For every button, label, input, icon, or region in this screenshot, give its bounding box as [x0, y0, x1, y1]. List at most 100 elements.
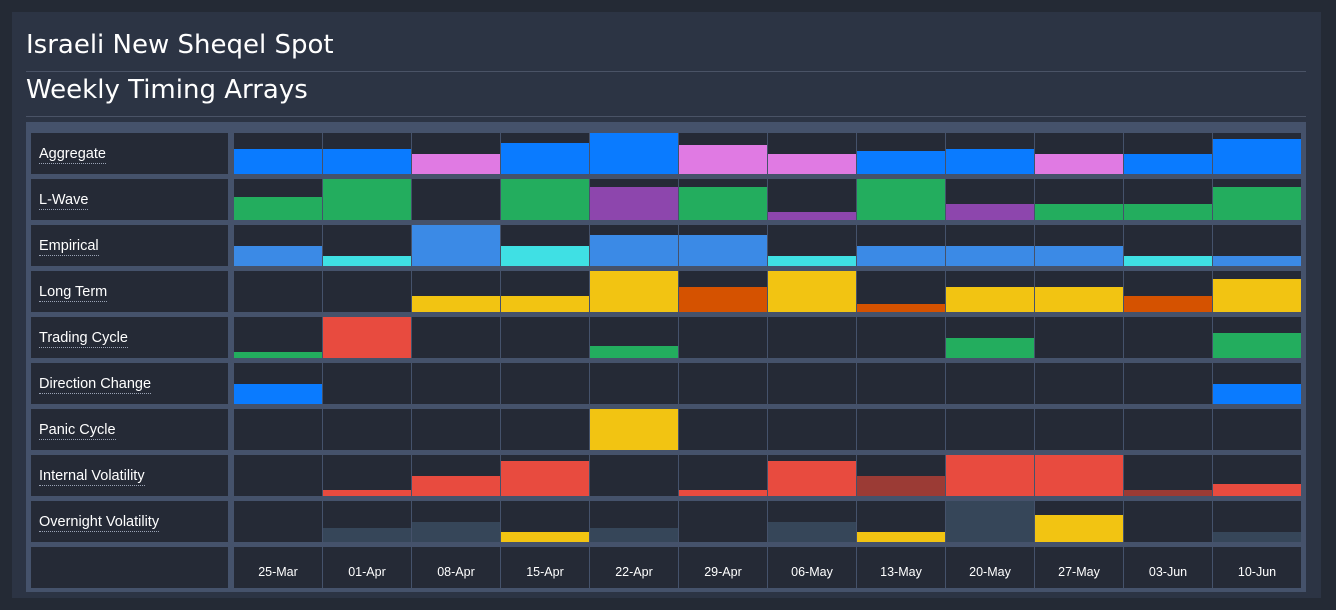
- cell-l-wave-27-may: [1035, 179, 1123, 220]
- cell-direction-change-06-may: [768, 363, 856, 404]
- cell-panic-cycle-20-may: [946, 409, 1034, 450]
- cell-overnight-volatility-03-jun: [1124, 501, 1212, 542]
- cell-panic-cycle-06-may: [768, 409, 856, 450]
- cell-overnight-volatility-10-jun: [1213, 501, 1301, 542]
- cell-aggregate-15-apr: [501, 133, 589, 174]
- cell-long-term-20-may: [946, 271, 1034, 312]
- cell-aggregate-25-mar: [234, 133, 322, 174]
- chart-panel: Israeli New Sheqel Spot Weekly Timing Ar…: [12, 12, 1321, 598]
- cell-l-wave-13-may: [857, 179, 945, 220]
- cell-panic-cycle-27-may: [1035, 409, 1123, 450]
- bar-l-wave-15-apr: [501, 179, 589, 220]
- cell-aggregate-29-apr: [679, 133, 767, 174]
- bar-overnight-volatility-20-may: [946, 501, 1034, 542]
- row-label-direction-change[interactable]: Direction Change: [39, 376, 152, 394]
- cell-empirical-03-jun: [1124, 225, 1212, 266]
- bar-internal-volatility-13-may: [857, 475, 945, 496]
- row-label-cell-trading-cycle: Trading Cycle: [31, 317, 228, 358]
- bar-long-term-29-apr: [679, 287, 767, 312]
- row-label-l-wave[interactable]: L-Wave: [39, 192, 89, 210]
- x-axis-cell: 22-Apr: [590, 547, 678, 588]
- cell-l-wave-29-apr: [679, 179, 767, 220]
- cell-internal-volatility-01-apr: [323, 455, 411, 496]
- row-label-cell-direction-change: Direction Change: [31, 363, 228, 404]
- row-label-trading-cycle[interactable]: Trading Cycle: [39, 330, 128, 348]
- cell-internal-volatility-22-apr: [590, 455, 678, 496]
- row-label-aggregate[interactable]: Aggregate: [39, 146, 106, 164]
- cell-long-term-22-apr: [590, 271, 678, 312]
- cell-long-term-03-jun: [1124, 271, 1212, 312]
- title-divider: [26, 71, 1306, 72]
- x-axis-cell: 03-Jun: [1124, 547, 1212, 588]
- bar-aggregate-22-apr: [590, 133, 678, 174]
- row-label-cell-panic-cycle: Panic Cycle: [31, 409, 228, 450]
- x-tick-label: 03-Jun: [1148, 565, 1188, 579]
- cell-direction-change-01-apr: [323, 363, 411, 404]
- cell-direction-change-13-may: [857, 363, 945, 404]
- cell-empirical-22-apr: [590, 225, 678, 266]
- bar-empirical-06-may: [768, 255, 856, 266]
- x-axis-cell: 25-Mar: [234, 547, 322, 588]
- bar-empirical-29-apr: [679, 235, 767, 266]
- row-label-internal-volatility[interactable]: Internal Volatility: [39, 468, 145, 486]
- bar-long-term-03-jun: [1124, 295, 1212, 312]
- cell-direction-change-08-apr: [412, 363, 500, 404]
- bar-l-wave-13-may: [857, 179, 945, 220]
- cell-trading-cycle-10-jun: [1213, 317, 1301, 358]
- cell-direction-change-15-apr: [501, 363, 589, 404]
- bar-overnight-volatility-15-apr: [501, 531, 589, 542]
- x-axis-label-spacer: [31, 547, 228, 588]
- x-axis-cell: 06-May: [768, 547, 856, 588]
- bar-aggregate-27-may: [1035, 153, 1123, 174]
- bar-aggregate-29-apr: [679, 145, 767, 174]
- cell-trading-cycle-15-apr: [501, 317, 589, 358]
- cell-direction-change-29-apr: [679, 363, 767, 404]
- x-tick-label: 13-May: [880, 565, 922, 579]
- bar-aggregate-13-may: [857, 151, 945, 174]
- cell-internal-volatility-29-apr: [679, 455, 767, 496]
- bar-internal-volatility-01-apr: [323, 489, 411, 496]
- cell-empirical-25-mar: [234, 225, 322, 266]
- row-label-panic-cycle[interactable]: Panic Cycle: [39, 422, 116, 440]
- bar-overnight-volatility-27-may: [1035, 515, 1123, 542]
- cell-aggregate-10-jun: [1213, 133, 1301, 174]
- cell-overnight-volatility-25-mar: [234, 501, 322, 542]
- cell-empirical-27-may: [1035, 225, 1123, 266]
- bar-overnight-volatility-10-jun: [1213, 531, 1301, 542]
- cell-l-wave-01-apr: [323, 179, 411, 220]
- row-label-overnight-volatility[interactable]: Overnight Volatility: [39, 514, 160, 532]
- cell-internal-volatility-27-may: [1035, 455, 1123, 496]
- cell-aggregate-03-jun: [1124, 133, 1212, 174]
- row-label-cell-internal-volatility: Internal Volatility: [31, 455, 228, 496]
- bar-aggregate-10-jun: [1213, 139, 1301, 174]
- bar-overnight-volatility-01-apr: [323, 527, 411, 542]
- cell-empirical-20-may: [946, 225, 1034, 266]
- cell-direction-change-10-jun: [1213, 363, 1301, 404]
- cell-empirical-06-may: [768, 225, 856, 266]
- page-title: Israeli New Sheqel Spot: [26, 30, 334, 60]
- cell-direction-change-03-jun: [1124, 363, 1212, 404]
- row-label-empirical[interactable]: Empirical: [39, 238, 99, 256]
- cell-long-term-25-mar: [234, 271, 322, 312]
- bar-overnight-volatility-06-may: [768, 521, 856, 542]
- bar-internal-volatility-06-may: [768, 461, 856, 496]
- bar-trading-cycle-25-mar: [234, 351, 322, 358]
- bar-internal-volatility-29-apr: [679, 489, 767, 496]
- bar-direction-change-25-mar: [234, 383, 322, 404]
- bar-aggregate-01-apr: [323, 149, 411, 174]
- cell-panic-cycle-10-jun: [1213, 409, 1301, 450]
- cell-direction-change-20-may: [946, 363, 1034, 404]
- cell-trading-cycle-01-apr: [323, 317, 411, 358]
- bar-aggregate-08-apr: [412, 153, 500, 174]
- x-tick-label: 10-Jun: [1237, 565, 1277, 579]
- cell-overnight-volatility-01-apr: [323, 501, 411, 542]
- row-label-long-term[interactable]: Long Term: [39, 284, 108, 302]
- x-tick-label: 20-May: [969, 565, 1011, 579]
- bar-panic-cycle-22-apr: [590, 409, 678, 450]
- cell-long-term-08-apr: [412, 271, 500, 312]
- bar-empirical-25-mar: [234, 245, 322, 266]
- bar-long-term-22-apr: [590, 271, 678, 312]
- cell-panic-cycle-22-apr: [590, 409, 678, 450]
- bar-empirical-15-apr: [501, 245, 589, 266]
- bar-long-term-20-may: [946, 287, 1034, 312]
